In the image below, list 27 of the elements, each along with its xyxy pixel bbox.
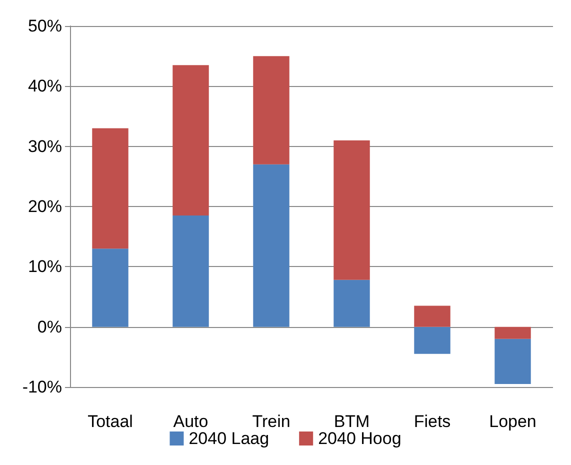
bar — [414, 306, 450, 327]
y-tick-label: 50% — [28, 16, 62, 36]
legend-label: 2040 Laag — [188, 429, 270, 448]
bar — [253, 56, 290, 164]
x-tick-label: BTM — [334, 412, 370, 431]
bar — [334, 280, 370, 327]
x-tick-label: Totaal — [88, 412, 133, 431]
x-tick-label: Auto — [173, 412, 208, 431]
y-tick-label: 30% — [28, 136, 62, 156]
legend-label: 2040 Hoog — [318, 429, 402, 448]
bar — [253, 164, 290, 327]
x-tick-label: Fiets — [414, 412, 451, 431]
y-tick-label: 40% — [28, 76, 62, 96]
bar — [172, 216, 209, 327]
bar — [414, 326, 450, 354]
bar — [172, 65, 209, 216]
bar — [494, 326, 531, 339]
x-tick-label: Trein — [252, 412, 290, 431]
y-tick-label: 20% — [28, 197, 62, 216]
bar — [334, 140, 370, 280]
y-tick-label: 10% — [28, 257, 62, 276]
bar — [92, 128, 128, 249]
bar — [92, 248, 128, 327]
y-tick-label: -10% — [22, 378, 62, 396]
x-tick-label: Lopen — [489, 412, 536, 431]
y-tick-label: 0% — [37, 317, 62, 336]
bar — [494, 338, 531, 384]
